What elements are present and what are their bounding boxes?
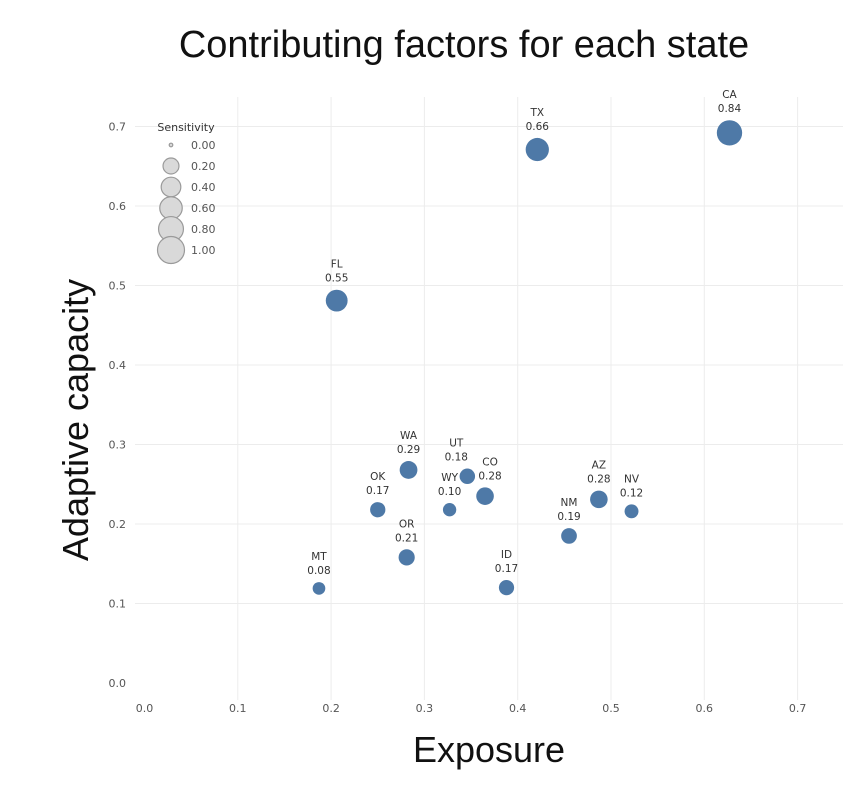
point-sensitivity-label: 0.19 [557,511,580,523]
point-sensitivity-label: 0.66 [526,121,550,133]
y-tick-label: 0.4 [109,359,127,372]
legend-size-label: 0.40 [191,181,216,194]
point-marker-id [498,579,515,596]
point-sensitivity-label: 0.08 [307,565,330,577]
point-state-label: ID [501,549,512,561]
point-marker-mt [312,582,326,595]
point-state-label: MT [311,551,327,563]
point-marker-nv [624,504,639,519]
point-state-label: CO [482,456,498,468]
y-tick-label: 0.5 [109,280,127,293]
point-state-label: WA [400,430,418,442]
legend-size-marker [159,196,183,220]
point-marker-ut [459,468,476,485]
x-tick-label: 0.0 [136,702,154,715]
legend-size-label: 1.00 [191,244,216,257]
point-marker-nm [561,528,577,544]
point-marker-az [590,490,608,509]
x-tick-label: 0.2 [322,702,340,715]
legend-size-label: 0.00 [191,139,216,152]
legend-size-marker [156,235,186,265]
point-sensitivity-label: 0.28 [478,470,501,482]
point-sensitivity-label: 0.29 [397,444,420,456]
x-tick-label: 0.7 [789,702,807,715]
point-marker-wy [442,503,457,517]
legend-size-label: 0.60 [191,202,216,215]
point-state-label: WY [441,472,458,484]
point-marker-wa [399,461,418,479]
point-marker-tx [525,137,549,162]
y-tick-label: 0.6 [109,200,127,213]
point-state-label: AZ [592,460,606,472]
point-marker-fl [325,289,348,312]
point-marker-ok [370,502,386,518]
y-tick-label: 0.1 [109,598,127,611]
point-sensitivity-label: 0.17 [495,563,518,575]
data-points: CA 0.84 TX 0.66 FL 0.55 WA 0.29 UT 0.18 CO 0.28 AZ 0.… [307,89,743,596]
legend-size-marker [160,176,182,198]
x-tick-label: 0.3 [416,702,434,715]
x-tick-label: 0.4 [509,702,527,715]
point-marker-or [398,549,415,566]
y-tick-label: 0.3 [109,439,127,452]
legend-size-label: 0.80 [191,223,216,236]
y-tick-label: 0.0 [109,677,127,690]
point-state-label: TX [529,107,544,119]
y-tick-label: 0.2 [109,518,127,531]
point-marker-ca [716,120,743,146]
x-axis-title: Exposure [413,729,565,770]
point-state-label: FL [331,259,343,271]
point-sensitivity-label: 0.10 [438,486,461,498]
chart-title: Contributing factors for each state [179,24,749,66]
legend-title: Sensitivity [157,121,215,134]
point-sensitivity-label: 0.12 [620,487,643,499]
point-state-label: CA [722,89,737,101]
point-sensitivity-label: 0.21 [395,532,418,544]
x-tick-label: 0.5 [602,702,620,715]
point-sensitivity-label: 0.17 [366,485,389,497]
point-sensitivity-label: 0.84 [718,103,742,115]
point-state-label: NV [624,473,640,485]
point-state-label: NM [561,497,578,509]
legend-size-label: 0.20 [191,160,216,173]
x-tick-label: 0.1 [229,702,247,715]
y-axis-title: Adaptive capacity [55,279,96,561]
size-legend: Sensitivity 0.00 0.20 0.40 0.60 0.80 1.00 [156,121,216,265]
axis-ticks: 0.0 0.1 0.2 0.3 0.4 0.5 0.6 0.70.00.10.20.30.40… [109,121,807,716]
point-sensitivity-label: 0.28 [587,474,610,486]
legend-size-marker [162,157,180,175]
gridlines [135,97,843,700]
y-tick-label: 0.7 [109,121,127,134]
point-marker-co [476,487,494,505]
x-tick-label: 0.6 [696,702,714,715]
point-state-label: OR [399,518,415,530]
point-state-label: UT [449,438,464,450]
point-state-label: OK [370,471,386,483]
point-sensitivity-label: 0.55 [325,273,348,285]
point-sensitivity-label: 0.18 [445,452,468,464]
legend-size-marker [168,142,174,148]
